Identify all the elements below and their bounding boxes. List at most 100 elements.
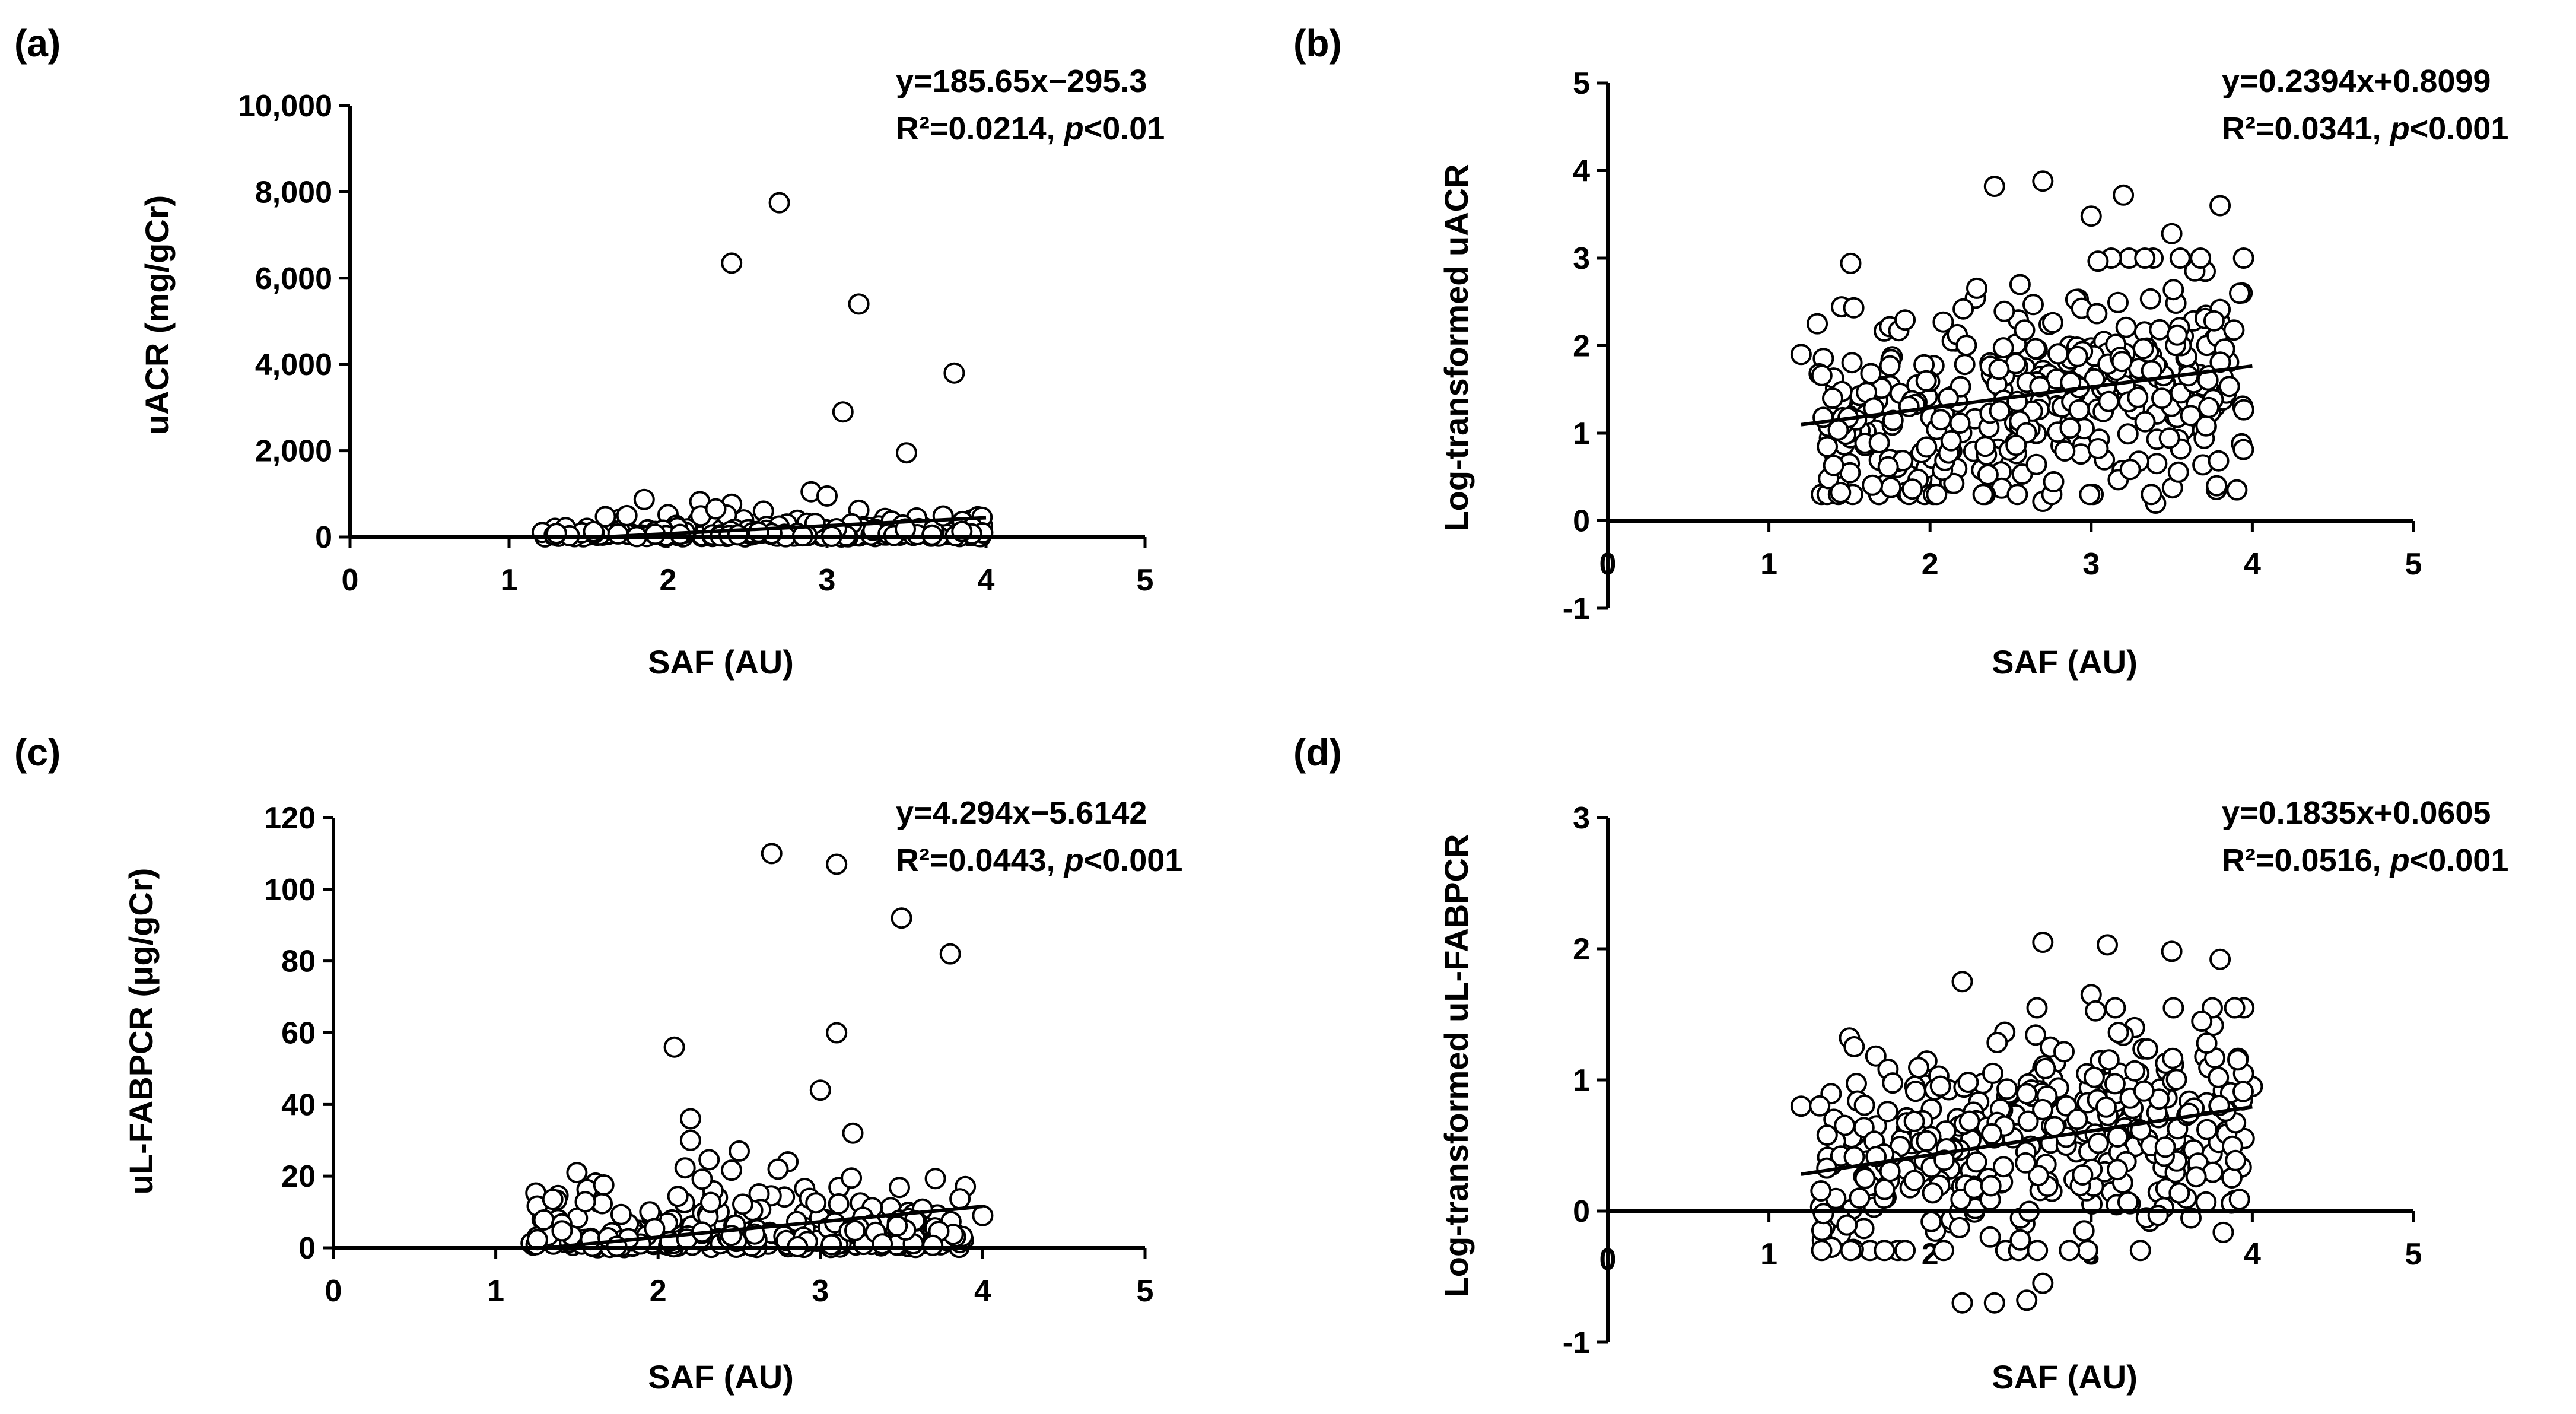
panel-d-data-point <box>2212 1221 2234 1243</box>
panel-d-data-point <box>1958 1110 1980 1132</box>
panel-b-data-point <box>2014 319 2036 341</box>
panel-d-data-point <box>2161 940 2183 962</box>
panel-d-data-point <box>1986 1032 2008 1053</box>
panel-b-data-point <box>2006 484 2028 506</box>
panel-c-data-point <box>844 1219 866 1241</box>
panel-d-data-point <box>1849 1187 1871 1209</box>
panel-d-data-point <box>1879 1161 1901 1182</box>
panel-a-y-tick-label: 2,000 <box>255 434 332 469</box>
panel-a-x-tick-label: 0 <box>342 563 359 598</box>
panel-b-data-point <box>1807 313 1828 335</box>
panel-b-y-tick-label: 1 <box>1573 417 1590 451</box>
panel-d-data-point <box>2168 1182 2190 1204</box>
panel-c-data-point <box>972 1205 994 1226</box>
panel-a-y-tick-label: 10,000 <box>238 89 332 123</box>
panel-a: (a) uACR (mg/gCr) SAF (AU) y=185.65x−295… <box>14 22 1165 681</box>
panel-a-x-tick-label: 2 <box>660 563 677 598</box>
panel-a-data-point <box>932 505 954 527</box>
panel-b-stats: R²=0.0341, p<0.001 <box>2222 111 2508 147</box>
panel-d-data-point <box>1809 1095 1831 1117</box>
panel-a-x-tick-label: 4 <box>978 563 995 598</box>
panel-b-data-point <box>2209 195 2231 217</box>
panel-b-data-point <box>1827 419 1849 441</box>
panel-c-data-point <box>842 1122 864 1144</box>
panel-c-y-axis-title: uL-FABPCR (μg/gCr) <box>122 868 160 1195</box>
panel-c-x-tick-label: 5 <box>1137 1274 1154 1308</box>
panel-c-data-point <box>891 907 912 929</box>
panel-b-data-point <box>1877 456 1899 478</box>
panel-b-data-point <box>2166 324 2188 346</box>
panel-d-data-point <box>1865 1045 1887 1067</box>
panel-b-data-point <box>2169 247 2191 269</box>
panel-b-data-point <box>1882 409 1904 431</box>
panel-b-data-point <box>2043 471 2065 492</box>
panel-d-data-point <box>1903 1110 1925 1132</box>
panel-d-data-point <box>2228 1189 2250 1210</box>
panel-b-data-point <box>2132 338 2154 360</box>
panel-c-data-point <box>767 1158 789 1180</box>
panel-d-data-point <box>2221 1167 2243 1189</box>
panel-b-x-axis-title: SAF (AU) <box>1992 643 2138 681</box>
panel-d-data-point <box>2015 1152 2037 1174</box>
panel-d-data-point <box>1908 1057 1929 1079</box>
panel-d-data-point <box>1812 1203 1834 1225</box>
panel-d-data-point <box>2225 1149 2247 1171</box>
panel-a-x-tick-label: 3 <box>819 563 836 598</box>
panel-b-data-point <box>1949 412 1971 434</box>
panel-c-y-tick-label: 100 <box>264 873 316 907</box>
panel-c-y-tick-label: 60 <box>281 1016 316 1051</box>
panel-c-y-tick-label: 80 <box>281 945 316 979</box>
panel-b-data-point <box>2047 343 2069 365</box>
panel-c-data-point <box>679 1108 701 1130</box>
panel-b-data-point <box>2158 427 2180 449</box>
panel-d-points <box>1790 932 2263 1314</box>
panel-b-data-point <box>1862 474 1884 496</box>
panel-c-data-point <box>826 853 848 875</box>
panel-b-x-tick-label: 4 <box>2244 547 2261 582</box>
panel-d-r2: R²=0.0516, <box>2222 843 2390 878</box>
panel-b-data-point <box>2161 223 2183 244</box>
panel-b-x-tick-label: 3 <box>2082 547 2100 582</box>
panel-b-data-point <box>2107 291 2129 313</box>
panel-c-data-point <box>610 1203 632 1225</box>
panel-c-data-point <box>828 1193 850 1215</box>
panel-d-data-point <box>2083 1066 2105 1088</box>
panel-b-data-point <box>1860 363 1882 385</box>
panel-b-data-point <box>2068 399 2090 421</box>
panel-d-data-point <box>2232 1081 2254 1102</box>
panel-b-data-point <box>1894 309 1916 331</box>
panel-b-data-point <box>2054 440 2076 462</box>
panel-c-x-tick-label: 1 <box>487 1274 504 1308</box>
panel-c-data-point <box>826 1022 848 1044</box>
panel-b-data-point <box>2042 312 2063 333</box>
panel-c-data-point <box>924 1168 946 1190</box>
panel-d-data-point <box>2107 1022 2129 1043</box>
panel-c-data-point <box>721 1159 742 1181</box>
panel-b-data-point <box>2087 250 2109 272</box>
panel-c-data-point <box>691 1168 713 1190</box>
panel-c-r2: R²=0.0443, <box>896 843 1064 878</box>
panel-b-data-point <box>2232 247 2254 269</box>
panel-d-data-point <box>2162 997 2184 1019</box>
panel-d-data-point <box>2196 1032 2218 1054</box>
panel-d-data-point <box>2087 1132 2109 1154</box>
panel-b-label: (b) <box>1293 22 1342 65</box>
panel-d-data-point <box>1979 1226 2001 1248</box>
panel-d-x-tick-label: 1 <box>1760 1237 1777 1272</box>
panel-d-y-tick-label: 1 <box>1573 1063 1590 1098</box>
panel-d-data-point <box>2224 997 2246 1019</box>
panel-c-data-point <box>533 1209 555 1231</box>
panel-d-data-point <box>2191 1011 2213 1032</box>
panel-b-data-point <box>2098 390 2120 412</box>
panel-b-data-point <box>2025 338 2047 360</box>
panel-d-data-point <box>1840 1240 1862 1262</box>
panel-d-data-point <box>2124 1060 2146 1082</box>
panel-d-data-point <box>1843 1146 1865 1168</box>
panel-d-data-point <box>2129 1240 2151 1262</box>
panel-b-data-point <box>2087 438 2109 459</box>
panel-d-data-point <box>2196 1119 2218 1140</box>
panel-b-data-point <box>2127 386 2149 408</box>
panel-c-data-point <box>667 1186 689 1208</box>
panel-b-data-point <box>1954 354 1976 376</box>
